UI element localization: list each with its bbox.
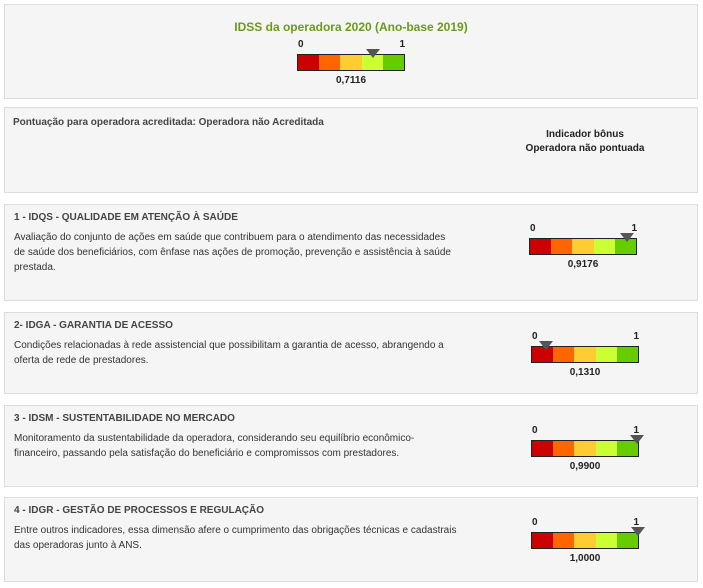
scale-segment-yellow [340,55,362,70]
dimension-description: Entre outros indicadores, essa dimensão … [14,525,457,551]
bonus-status: Operadora não pontuada [525,143,645,154]
scale-segment-yellow [574,347,596,362]
dimension-title: 4 - IDGR - GESTÃO DE PROCESSOS E REGULAÇ… [14,505,265,516]
dimension-score: 0,9900 [569,461,601,472]
gauge-marker-icon [538,341,553,350]
dimension-description: Condições relacionadas à rede assistenci… [14,340,444,366]
gauge-min-label: 0 [298,39,304,50]
dimension-score: 1,0000 [569,553,601,564]
gauge-marker-icon [631,527,645,536]
gauge-max-label: 1 [633,331,639,342]
scale-segment-green [616,347,639,362]
dimension-description: Avaliação do conjunto de ações em saúde … [14,232,451,273]
scale-segment-orange [553,533,575,548]
scale-segment-green [382,55,405,70]
scale-segment-orange [551,239,573,254]
overall-gauge: 0 1 0,7116 [297,39,407,89]
gauge-max-label: 1 [631,223,637,234]
scale-segment-green [616,441,639,456]
dimension-panel-idga: 2- IDGA - GARANTIA DE ACESSO Condições r… [4,312,698,394]
gauge-max-label: 1 [633,517,639,528]
scale-segment-red [532,347,554,362]
gauge-max-label: 1 [399,39,405,50]
scale-segment-orange [553,347,575,362]
overall-score: 0,7116 [335,75,367,86]
dimension-panel-idgr: 4 - IDGR - GESTÃO DE PROCESSOS E REGULAÇ… [4,497,698,582]
gauge-min-label: 0 [532,517,538,528]
overall-panel: IDSS da operadora 2020 (Ano-base 2019) 0… [4,4,698,99]
dimension-title: 1 - IDQS - QUALIDADE EM ATENÇÃO À SAÚDE [14,212,238,223]
gauge-max-label: 1 [633,425,639,436]
gauge-marker-icon [629,435,644,444]
gauge-marker-icon [366,49,381,58]
dimension-score: 0,9176 [567,259,599,270]
bonus-indicator: Indicador bônus Operadora não pontuada [510,128,660,156]
dimension-gauge: 0 1 0,9176 [529,223,639,273]
scale-segment-red [298,55,320,70]
dimension-gauge: 0 1 1,0000 [531,517,645,567]
scale-segment-red [530,239,552,254]
scale-segment-lime [593,239,615,254]
dimension-gauge: 0 1 0,1310 [531,331,641,381]
scale-segment-green [614,239,637,254]
gauge-scale-bar [531,346,639,363]
gauge-min-label: 0 [532,331,538,342]
scale-segment-orange [319,55,341,70]
dimension-description: Monitoramento da sustentabilidade da ope… [14,433,415,459]
accreditation-text: Pontuação para operadora acreditada: Ope… [13,117,324,128]
scale-segment-lime [595,533,617,548]
dimension-title: 2- IDGA - GARANTIA DE ACESSO [14,320,173,331]
scale-segment-lime [595,347,617,362]
scale-segment-yellow [574,441,596,456]
dimension-gauge: 0 1 0,9900 [531,425,644,475]
scale-segment-lime [595,441,617,456]
gauge-scale-bar [297,54,405,71]
dimension-title: 3 - IDSM - SUSTENTABILIDADE NO MERCADO [14,413,235,424]
gauge-scale-bar [531,440,639,457]
gauge-scale-bar [529,238,637,255]
dimension-panel-idqs: 1 - IDQS - QUALIDADE EM ATENÇÃO À SAÚDE … [4,204,698,301]
scale-segment-red [532,533,554,548]
scale-segment-orange [553,441,575,456]
gauge-marker-icon [620,233,635,242]
scale-segment-red [532,441,554,456]
bonus-title: Indicador bônus [546,129,624,140]
scale-segment-green [616,533,639,548]
gauge-min-label: 0 [532,425,538,436]
dimension-score: 0,1310 [569,367,601,378]
scale-segment-lime [361,55,383,70]
scale-segment-yellow [572,239,594,254]
gauge-scale-bar [531,532,639,549]
gauge-min-label: 0 [530,223,536,234]
dimension-panel-idsm: 3 - IDSM - SUSTENTABILIDADE NO MERCADO M… [4,405,698,487]
scale-segment-yellow [574,533,596,548]
accreditation-panel: Pontuação para operadora acreditada: Ope… [4,107,698,193]
overall-title: IDSS da operadora 2020 (Ano-base 2019) [234,20,468,34]
